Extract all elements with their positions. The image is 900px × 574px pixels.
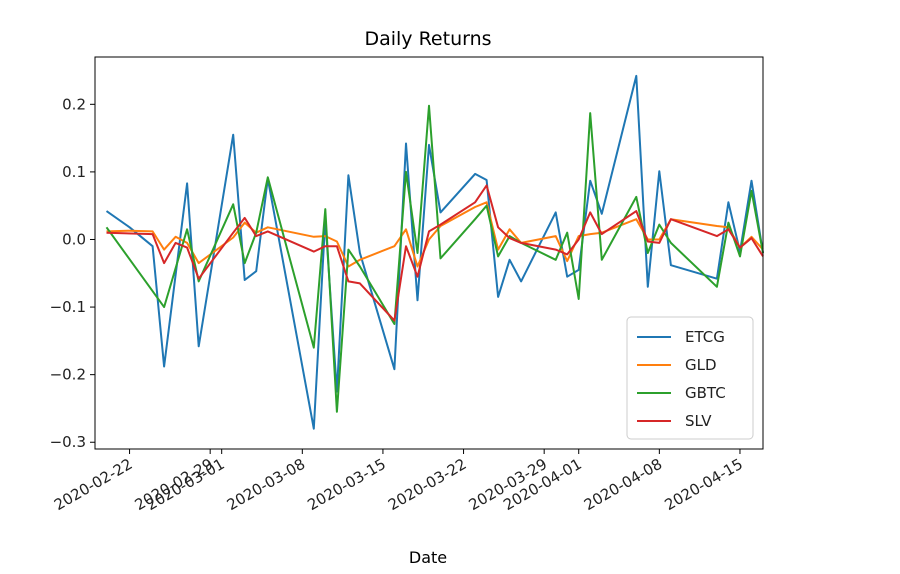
series-line-slv	[106, 184, 764, 322]
legend: ETCG GLD GBTC SLV	[626, 316, 754, 440]
plot-frame	[94, 56, 764, 450]
y-tick-label: −0.1	[50, 298, 86, 316]
plot-lines	[105, 74, 764, 430]
legend-label-slv: SLV	[685, 412, 712, 430]
y-axis: 0.2 0.1 0.0 −0.1 −0.2 −0.3	[50, 95, 95, 451]
legend-box	[626, 316, 754, 440]
x-axis-label: Date	[409, 548, 447, 567]
y-tick-label: 0.1	[62, 163, 86, 181]
chart-title: Daily Returns	[364, 28, 491, 50]
y-tick-label: 0.0	[62, 230, 86, 248]
series-line-etcg	[105, 74, 764, 430]
y-tick-label: −0.3	[50, 433, 86, 451]
legend-label-gld: GLD	[685, 356, 717, 374]
legend-label-gbtc: GBTC	[685, 384, 726, 402]
y-tick-label: −0.2	[50, 366, 86, 384]
y-tick-label: 0.2	[62, 95, 86, 113]
series-line-gbtc	[105, 104, 764, 413]
legend-label-etcg: ETCG	[685, 328, 725, 346]
